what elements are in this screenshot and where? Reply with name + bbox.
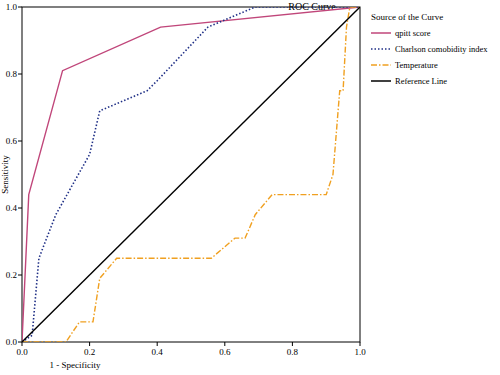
y-tick (18, 342, 22, 343)
x-tick-label: 0.6 (219, 347, 231, 357)
x-tick (157, 342, 158, 346)
x-tick (292, 342, 293, 346)
y-tick-label: 0.6 (6, 136, 18, 146)
x-tick (22, 342, 23, 346)
x-axis-label: 1 - Specificity (50, 360, 101, 370)
y-tick (18, 141, 22, 142)
legend-swatch (371, 48, 391, 50)
legend-label: qpitt score (395, 28, 431, 38)
x-tick-label: 0.8 (287, 347, 299, 357)
y-tick-label: 1.0 (6, 2, 18, 12)
y-tick-label: 0.2 (6, 270, 17, 280)
x-tick (224, 342, 225, 346)
x-tick (89, 342, 90, 346)
x-tick-label: 0.2 (84, 347, 95, 357)
plot-frame (22, 7, 360, 342)
y-tick (18, 7, 22, 8)
y-tick (18, 208, 22, 209)
legend-label: Charlson comobidity index (395, 44, 488, 54)
legend-swatch (371, 64, 391, 66)
legend-swatch (371, 80, 391, 82)
legend-label: Temperature (395, 60, 438, 70)
y-tick (18, 275, 22, 276)
y-tick (18, 74, 22, 75)
series-line (22, 7, 360, 342)
x-tick-label: 1.0 (354, 347, 366, 357)
legend-label: Reference Line (395, 76, 447, 86)
series-line (22, 7, 360, 342)
series-line (22, 7, 360, 342)
plot-lines (22, 7, 360, 342)
x-tick-label: 0.0 (16, 347, 28, 357)
y-tick-label: 0.0 (6, 337, 18, 347)
x-tick-label: 0.4 (152, 347, 164, 357)
x-tick (360, 342, 361, 346)
chart: ROC Curve0.00.20.40.60.81.00.00.20.40.60… (0, 0, 500, 375)
y-axis-label: Sensitivity (0, 155, 10, 194)
series-line (22, 7, 360, 342)
legend-swatch (371, 32, 391, 34)
legend-title: Source of the Curve (371, 12, 443, 22)
y-tick-label: 0.8 (6, 69, 18, 79)
y-tick-label: 0.4 (6, 203, 18, 213)
